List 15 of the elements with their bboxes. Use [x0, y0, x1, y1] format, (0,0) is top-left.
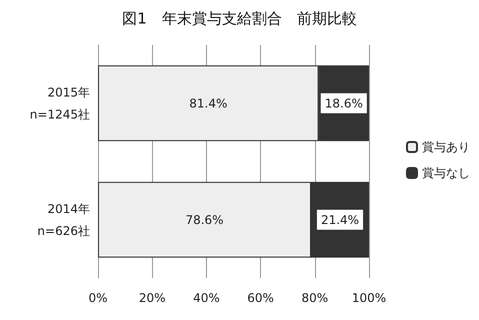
data-label: 21.4% — [320, 212, 360, 227]
y-tick-label: 2015年 n=1245社 — [30, 85, 90, 122]
data-label: 81.4% — [189, 96, 228, 110]
y-tick-label: 2014年 n=626社 — [37, 202, 90, 238]
x-tick-label: 0% — [88, 291, 108, 305]
legend-label: 賞与あり — [422, 140, 470, 154]
x-tick-label: 40% — [193, 291, 220, 305]
data-label: 78.6% — [185, 212, 224, 227]
data-label: 18.6% — [324, 96, 363, 110]
x-tick-label: 60% — [247, 291, 274, 305]
x-tick-label: 100% — [352, 291, 386, 305]
x-tick-label: 20% — [138, 291, 166, 305]
x-tick-label: 80% — [301, 291, 328, 305]
chart-title: 図1 年末賞与支給割合 前期比較 — [122, 10, 357, 28]
legend-label: 賞与なし — [422, 166, 470, 180]
